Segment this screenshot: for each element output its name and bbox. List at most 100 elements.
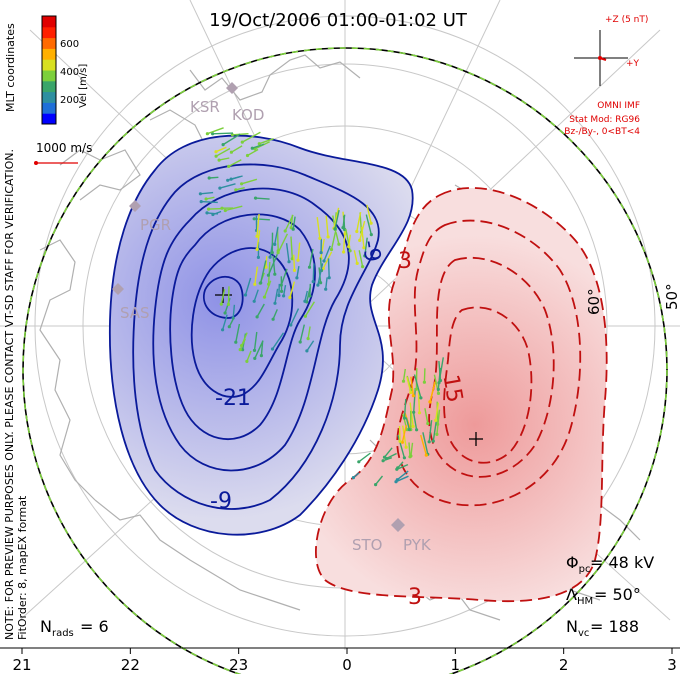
velocity-vector [436,409,441,435]
imf-source: OMNI IMF [597,101,640,111]
velocity-vector [403,398,407,419]
velocity-vector-origin [292,268,297,272]
velocity-vector-origin [288,295,292,300]
velocity-vector [201,200,218,204]
velocity-vector [265,256,268,268]
station-sas: SAS [120,304,150,322]
velocity-vector [207,127,224,135]
velocity-vector [308,248,314,268]
velocity-vector [307,326,311,339]
velocity-vector-origin [214,150,218,154]
contour-label-pos-4: 3 [408,585,422,610]
velocity-vector-origin [252,299,256,303]
velocity-vector-origin [431,439,435,443]
stat-n-rads: = 6 [80,617,109,636]
velocity-vector-origin [259,354,263,358]
mlt-axis: 21 22 23 0 1 2 3 [12,648,677,674]
velocity-vector [398,425,401,442]
velocity-vector [228,317,235,328]
velocity-vector-origin [273,272,277,276]
velocity-vector-origin [395,467,399,471]
velocity-vector [335,232,340,245]
lat-label-60: 60° [585,288,603,315]
velocity-vector [413,388,416,413]
velocity-vector [405,417,410,430]
velocity-vector-origin [329,247,334,252]
velocity-vector [246,350,252,362]
velocity-vector [412,411,418,430]
velocity-vector [208,207,224,210]
velocity-vector-origin [207,176,211,180]
velocity-vector-origin [438,379,443,383]
velocity-vector [386,452,397,460]
velocity-vector [406,376,412,393]
velocity-vector [267,254,278,276]
stat-lambda-hm: = 50° [594,585,641,604]
velocity-vector-origin [277,293,281,298]
velocity-vector-origin [428,400,432,404]
velocity-vector-origin [256,255,260,259]
velocity-vector [272,309,278,320]
velocity-vector-origin [369,233,373,237]
velocity-vector [241,178,258,185]
velocity-vector [396,470,409,481]
velocity-vector [235,323,241,343]
velocity-vector-origin [400,440,404,444]
velocity-vector [365,214,372,235]
velocity-vector [409,402,414,427]
velocity-vector-origin [361,265,365,269]
velocity-vector [429,383,436,403]
velocity-vector-origin [205,132,209,136]
velocity-vector-origin [270,347,275,351]
velocity-vector-origin [250,146,254,150]
velocity-vector-origin [306,337,310,341]
velocity-vector [383,447,393,458]
velocity-vector [312,263,315,282]
velocity-vector-origin [318,236,322,240]
velocity-vector [218,157,230,161]
velocity-vector [322,251,333,269]
velocity-vector [282,284,287,297]
velocity-vector [424,408,429,424]
velocity-vector [358,452,371,463]
velocity-vector-origin [211,132,215,136]
station-sto: STO [352,536,383,554]
imf-condition: Bz-/By-, 0<BT<4 [564,127,640,137]
velocity-vector-origin [298,340,302,344]
velocity-vector [256,213,260,237]
latitude-labels: 60° 50° [585,283,680,315]
velocity-vector-origin [253,356,257,360]
colorbar-segment [42,37,56,49]
velocity-vector-origin [234,340,238,344]
velocity-vector [395,475,409,483]
velocity-vector [271,332,285,350]
velocity-vector [342,231,346,253]
velocity-vector [417,387,421,413]
velocity-vector [375,475,384,486]
velocity-vector-origin [435,432,439,436]
velocity-vector [396,463,409,470]
velocity-vector-origin [303,299,307,303]
velocity-vector-origin [253,196,258,200]
velocity-vector-origin [337,242,341,246]
map-title: 19/Oct/2006 01:00-01:02 UT [209,10,468,31]
velocity-vector [274,226,279,245]
velocity-vector [222,133,241,146]
velocity-vector [244,277,252,296]
velocity-vector [316,217,321,239]
velocity-vector-origin [415,428,419,432]
velocity-vector [364,237,368,256]
velocity-vector-origin [255,315,259,319]
velocity-vector-origin [422,380,426,384]
colorbar-segment [42,26,56,39]
velocity-vector-origin [290,257,294,261]
velocity-vector [247,148,259,157]
velocity-vector-origin [238,348,242,352]
velocity-vector [292,216,296,230]
colorbar-segment [42,59,56,71]
velocity-vector-origin [204,197,208,201]
velocity-vector [219,183,236,189]
velocity-vector [241,131,261,143]
velocity-vector-origin [266,273,270,277]
